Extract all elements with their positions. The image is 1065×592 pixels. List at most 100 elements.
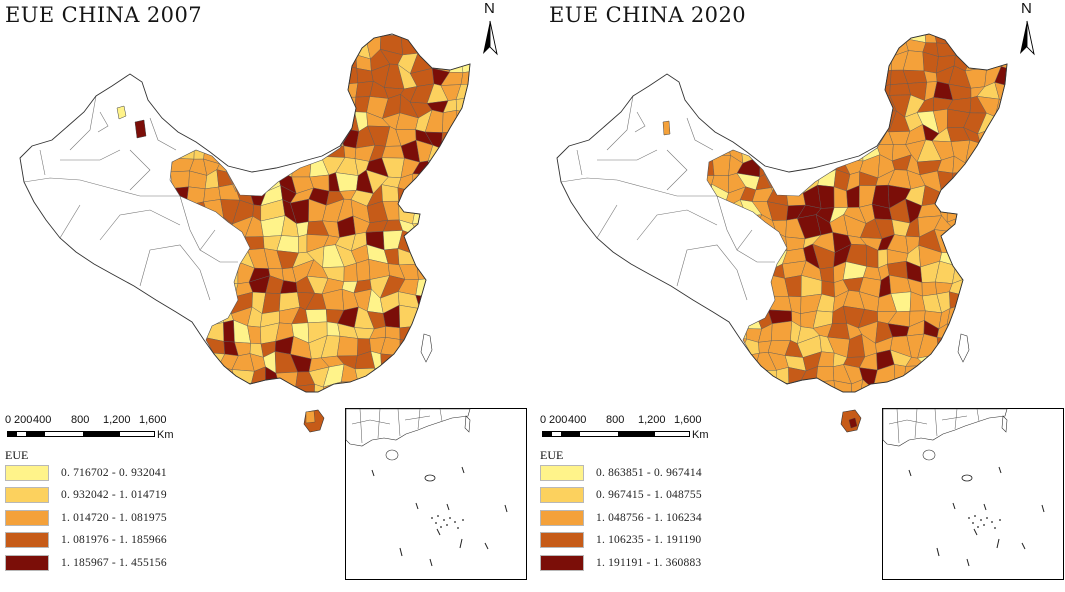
map-title: EUE CHINA 2007 [5, 3, 202, 27]
scale-tick-label: 1,200 [638, 414, 666, 426]
province-border [762, 169, 774, 193]
map-region [951, 172, 967, 189]
province-border [676, 244, 748, 301]
inset-hainan [922, 449, 936, 461]
inset-island [399, 547, 403, 557]
map-region [801, 379, 817, 392]
province-border [99, 209, 181, 241]
inset-border [896, 408, 900, 444]
map-region [397, 187, 417, 206]
province-border [69, 95, 97, 151]
inset-border [888, 419, 928, 425]
map-region [116, 105, 127, 120]
map-region [199, 351, 226, 370]
inset-island [966, 558, 970, 567]
inset-island [961, 474, 973, 482]
inset-island [429, 558, 433, 567]
inset-island [459, 538, 463, 549]
map-region [298, 234, 308, 254]
scale-unit: Km [157, 429, 174, 441]
legend-item: 0. 863851 - 0. 967414 [540, 465, 740, 481]
province-border [736, 229, 753, 251]
map-panel-2007: EUE CHINA 2007 N 0 200 400 800 1,200 1,6… [0, 0, 528, 592]
legend-label: 0. 967415 - 1. 048755 [596, 489, 702, 501]
legend-swatch [5, 487, 49, 503]
map-region [459, 49, 470, 73]
province-border [139, 244, 211, 301]
map-region [399, 304, 420, 328]
legend-swatch [540, 555, 584, 571]
inset-island [977, 526, 979, 528]
taiwan-island [957, 333, 970, 363]
map-region [946, 200, 967, 223]
legend-item: 0. 716702 - 0. 932041 [5, 465, 205, 481]
inset-border [914, 408, 918, 439]
scale-tick-label: 200 [549, 414, 568, 426]
map-region [415, 277, 436, 297]
legend-swatch [540, 532, 584, 548]
inset-island [446, 503, 450, 511]
inset-border [941, 415, 968, 421]
inset-border [351, 419, 391, 425]
legend-item: 1. 106235 - 1. 191190 [540, 532, 740, 548]
legend-label: 1. 106235 - 1. 191190 [596, 534, 702, 546]
inset-island [431, 517, 433, 519]
scale-bar: 0 200 400 800 1,200 1,600 Km [5, 414, 180, 446]
inset-border [954, 408, 958, 430]
inset-border [934, 408, 938, 437]
inset-coastline [882, 408, 1008, 447]
inset-island [1041, 504, 1045, 513]
map-region [812, 380, 837, 392]
province-border [23, 177, 180, 197]
scale-tick-label: 0 [5, 414, 12, 426]
scale-bar-segment [8, 432, 17, 436]
scale-unit: Km [692, 429, 709, 441]
map-region [994, 66, 1007, 86]
inset-island [991, 521, 993, 523]
legend-swatch [540, 465, 584, 481]
map-region [936, 337, 953, 355]
inset-border [404, 415, 431, 421]
inset-island [994, 527, 996, 529]
map-region [339, 96, 356, 117]
province-border [39, 149, 46, 176]
province-border [59, 204, 81, 239]
map-region [848, 417, 858, 429]
inset-border [417, 408, 421, 430]
province-border [636, 209, 718, 241]
province-border [199, 229, 216, 251]
map-region [770, 381, 789, 392]
legend-title: EUE [540, 448, 564, 462]
inset-coastline [345, 408, 471, 447]
map-region [921, 281, 938, 297]
inset-island [424, 474, 436, 482]
map-region [441, 131, 458, 149]
map-region [134, 119, 147, 139]
province-border [666, 149, 688, 191]
scale-tick-label: 1,600 [139, 414, 167, 426]
legend: EUE 0. 716702 - 0. 932041 0. 932042 - 1.… [5, 448, 205, 578]
inset-island [972, 522, 974, 524]
map-region [903, 365, 926, 387]
legend-item: 0. 967415 - 1. 048755 [540, 487, 740, 503]
legend-item: 1. 081976 - 1. 185966 [5, 532, 205, 548]
south-china-sea-inset [882, 408, 1064, 580]
map-region [381, 184, 399, 202]
scale-tick-label: 400 [568, 414, 587, 426]
inset-island [454, 521, 456, 523]
inset-taiwan [1001, 415, 1008, 433]
scale-bar-graphic [542, 431, 690, 437]
legend-label: 1. 048756 - 1. 106234 [596, 512, 702, 524]
map-region [737, 352, 760, 371]
inset-island [998, 466, 1002, 474]
map-region [295, 384, 315, 392]
north-label: N [484, 0, 495, 17]
inset-island [435, 522, 437, 524]
inset-island [973, 528, 978, 536]
province-border [129, 149, 151, 191]
legend-swatch [5, 555, 49, 571]
map-region [305, 410, 316, 424]
south-china-sea-inset [345, 408, 527, 580]
legend-label: 1. 081976 - 1. 185966 [61, 534, 167, 546]
inset-island [983, 524, 985, 526]
